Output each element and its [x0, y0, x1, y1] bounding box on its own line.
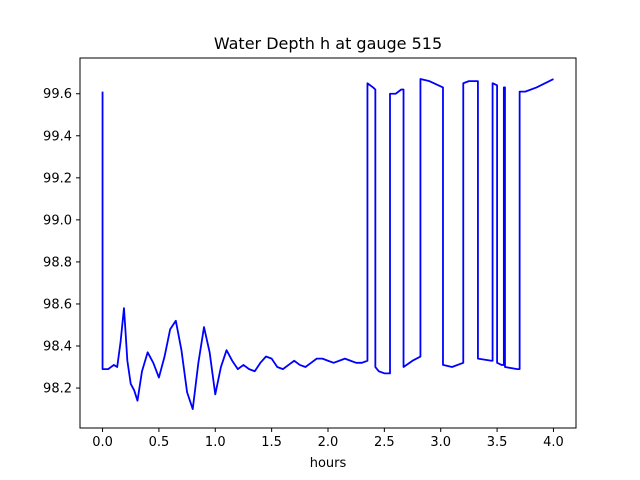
series-line-0 [101, 78, 554, 410]
x-tick-label: 2.0 [318, 435, 339, 450]
chart-title: Water Depth h at gauge 515 [214, 34, 442, 53]
y-tick-label: 98.2 [43, 382, 72, 397]
plot-area [101, 78, 554, 410]
y-axis: 98.2 98.4 98.6 98.8 99.0 99.2 99.4 99.6 [43, 87, 80, 397]
x-tick-label: 4.0 [543, 435, 564, 450]
y-tick-label: 99.2 [43, 171, 72, 186]
axes-frame [79, 57, 577, 429]
x-tick-label: 1.5 [261, 435, 282, 450]
x-axis-label: hours [310, 456, 347, 471]
y-tick-label: 98.8 [43, 255, 72, 270]
x-tick-label: 0.5 [149, 435, 170, 450]
y-tick-label: 99.0 [43, 213, 72, 228]
x-axis: 0.0 0.5 1.0 1.5 2.0 2.5 3.0 3.5 4.0 [92, 428, 564, 450]
x-tick-label: 3.0 [430, 435, 451, 450]
x-tick-label: 2.5 [374, 435, 395, 450]
y-tick-label: 98.4 [43, 340, 72, 355]
x-tick-label: 3.5 [487, 435, 508, 450]
y-tick-label: 98.6 [43, 297, 72, 312]
x-tick-label: 1.0 [205, 435, 226, 450]
y-tick-label: 99.6 [43, 87, 72, 102]
x-tick-label: 0.0 [92, 435, 113, 450]
y-tick-label: 99.4 [43, 129, 72, 144]
